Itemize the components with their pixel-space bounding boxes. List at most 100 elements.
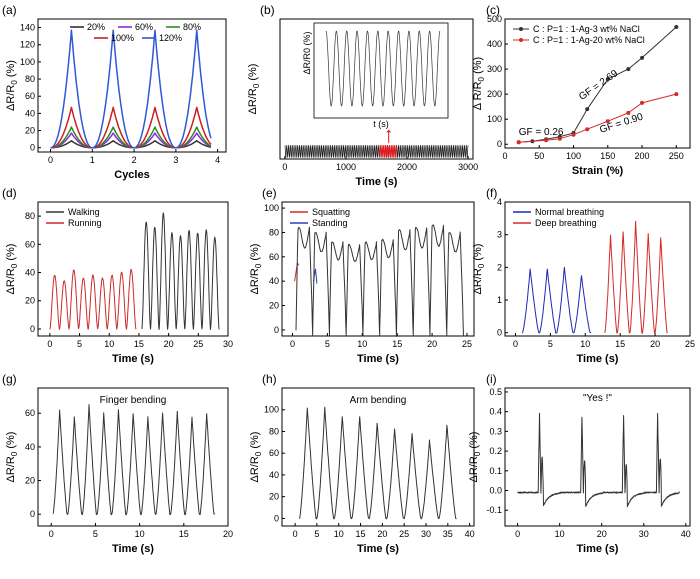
y-tick-label: 500 (487, 14, 502, 24)
legend-marker (519, 38, 523, 42)
chart-g: (g) 0 5 10 15 20 0 20 40 60 Time (s) ΔR/R0 (%) Finge… (2, 372, 233, 555)
x-tick-label: 15 (356, 529, 366, 539)
x-tick-label: 2000 (397, 162, 417, 172)
y-axis-label: ΔR/R0 (%) (249, 244, 263, 295)
annotation-gf-low: GF = 0.26 (519, 127, 564, 138)
plot-frame-g (37, 387, 229, 527)
x-tick-label: 30 (421, 529, 431, 539)
y-tick-label: -0.1 (486, 505, 502, 515)
data-point (585, 127, 590, 132)
data-point (605, 119, 610, 124)
series-line (49, 268, 137, 330)
x-axis-label: Cycles (114, 169, 149, 181)
y-tick-label: 80 (25, 74, 35, 84)
y-tick-label: 0.0 (489, 486, 502, 496)
x-tick-label: 10 (135, 529, 145, 539)
x-tick-label: 50 (534, 151, 544, 161)
data-point (605, 77, 610, 82)
plot-frame-c (504, 18, 691, 149)
y-axis-label: ΔR/R0 (%) (468, 432, 482, 483)
y-axis-label: ΔR/R0 (%) (247, 64, 261, 115)
y-tick-label: 60 (25, 91, 35, 101)
y-tick-label: 120 (20, 40, 35, 50)
y-tick-label: 0 (30, 509, 35, 519)
y-tick-label: 20 (25, 476, 35, 486)
data-point (585, 107, 590, 112)
chart-e: (e) 0 5 10 15 20 25 0 20 40 60 80 100 Time (s) ΔR/R0 (… (249, 186, 475, 365)
x-tick-label: 10 (580, 339, 590, 349)
x-tick-label: 30 (223, 339, 233, 349)
x-tick-label: 0 (502, 151, 507, 161)
series-line (604, 220, 668, 334)
x-tick-label: 5 (77, 339, 82, 349)
panel-label-i: (i) (486, 372, 497, 386)
y-tick-label: 60 (25, 408, 35, 418)
x-tick-label: 1 (90, 155, 95, 165)
data-point (516, 140, 521, 145)
x-tick-label: 20 (377, 529, 387, 539)
y-tick-label: 0.3 (489, 426, 502, 436)
y-axis-label: ΔR/R0 (%) (5, 432, 19, 483)
x-axis-label: Time (s) (112, 543, 154, 555)
x-tick-label: 3000 (458, 162, 478, 172)
x-tick-label: 25 (193, 339, 203, 349)
legend-label: Running (68, 218, 102, 228)
panel-title: Arm bending (350, 395, 407, 406)
y-tick-label: 0.2 (489, 446, 502, 456)
legend-label: 100% (111, 33, 134, 43)
x-tick-label: 25 (399, 529, 409, 539)
x-tick-label: 10 (334, 529, 344, 539)
y-tick-label: 0 (497, 139, 502, 149)
legend-label: 60% (135, 22, 153, 32)
x-tick-label: 4 (215, 155, 220, 165)
x-tick-label: 20 (164, 339, 174, 349)
plot-frame-a (37, 18, 227, 153)
y-axis-label: ΔR/R0 (%) (5, 244, 19, 295)
inset-line (325, 30, 441, 107)
panel-title: Finger bending (100, 395, 167, 406)
x-tick-label: 10 (555, 529, 565, 539)
y-tick-label: 0 (30, 324, 35, 334)
x-axis-label: Strain (%) (572, 165, 624, 177)
y-tick-label: 20 (269, 492, 279, 502)
x-tick-label: 0 (515, 529, 520, 539)
x-tick-label: 20 (223, 529, 233, 539)
x-tick-label: 15 (134, 339, 144, 349)
x-tick-label: 40 (681, 529, 691, 539)
legend-label: Deep breathing (535, 218, 597, 228)
chart-d: (d) 0 5 10 15 20 25 30 0 20 40 60 80 Time (s) ΔR/R0 (%… (2, 186, 233, 365)
inset-x-label: t (s) (373, 119, 389, 129)
legend-label: 120% (159, 33, 182, 43)
x-tick-label: 40 (465, 529, 475, 539)
y-tick-label: 60 (269, 448, 279, 458)
y-tick-label: 0 (274, 325, 279, 335)
x-tick-label: 150 (600, 151, 615, 161)
panel-title: "Yes !" (583, 393, 612, 404)
x-tick-label: 35 (443, 529, 453, 539)
x-tick-label: 10 (104, 339, 114, 349)
y-tick-label: 40 (269, 276, 279, 286)
series-line (52, 404, 216, 516)
plot-frame-f (504, 201, 691, 337)
y-tick-label: 400 (487, 39, 502, 49)
chart-c: (c) 0 50 100 150 200 250 0 100 200 300 400 500 Strain… (472, 3, 691, 177)
y-tick-label: 80 (269, 227, 279, 237)
y-tick-label: 60 (25, 239, 35, 249)
x-tick-label: 0 (290, 339, 295, 349)
inset-y-label: ΔR/R0 (%) (302, 31, 312, 74)
x-tick-label: 15 (179, 529, 189, 539)
series-line (284, 144, 469, 158)
x-tick-label: 0 (49, 529, 54, 539)
x-tick-label: 0 (48, 155, 53, 165)
x-axis-label: Time (s) (112, 353, 154, 365)
x-tick-label: 200 (635, 151, 650, 161)
legend-label: 20% (87, 22, 105, 32)
legend-label: C : P=1 : 1-Ag-3 wt% NaCl (533, 24, 640, 34)
series-line (517, 412, 680, 508)
y-tick-label: 0.5 (489, 387, 502, 397)
y-tick-label: 200 (487, 89, 502, 99)
x-tick-label: 30 (639, 529, 649, 539)
legend-label: Walking (68, 207, 100, 217)
